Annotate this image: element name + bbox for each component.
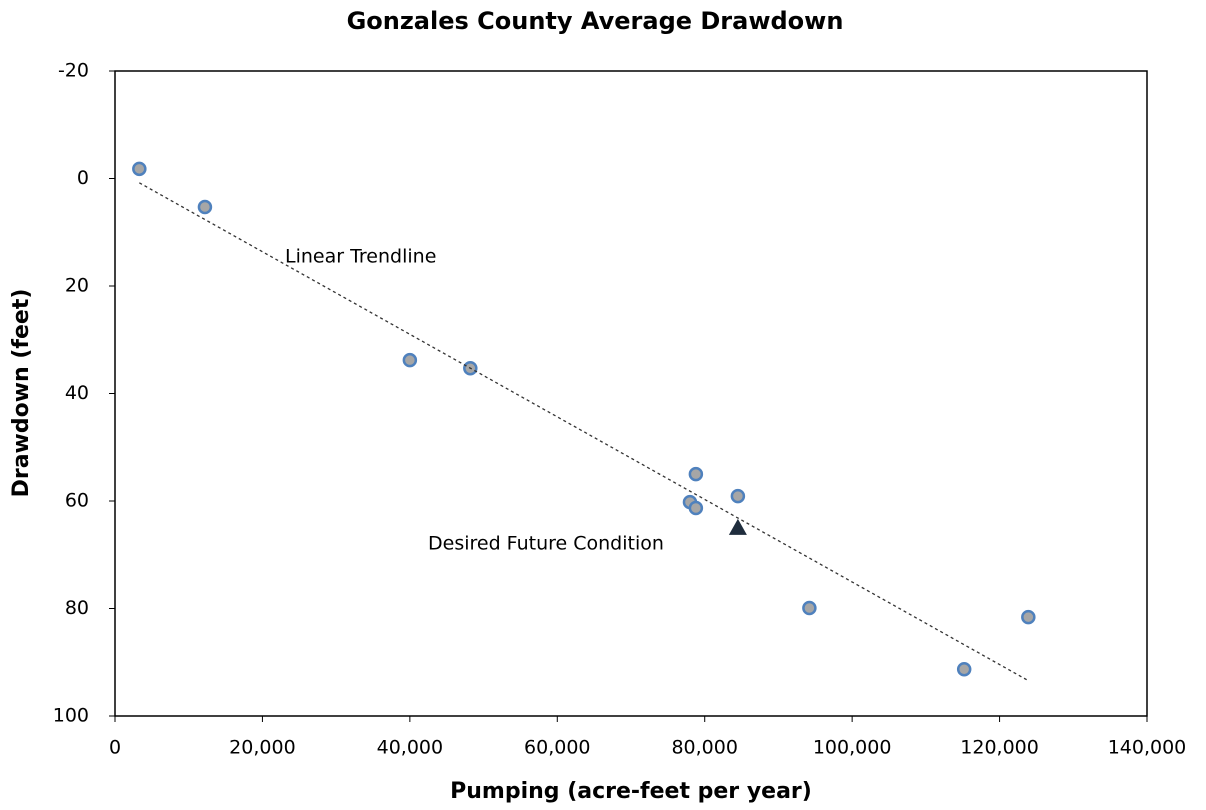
point (730, 488, 746, 504)
y-axis-label: Drawdown (feet) (9, 289, 34, 498)
point (688, 500, 704, 516)
point (1021, 609, 1036, 625)
point (132, 161, 147, 177)
x-tick-label: 60,000 (524, 737, 590, 759)
point (402, 352, 418, 368)
x-tick-label: 20,000 (229, 737, 295, 759)
point (956, 661, 972, 677)
x-tick-label: 80,000 (671, 737, 737, 759)
x-tick-label: 140,000 (1108, 737, 1187, 759)
x-axis-label: Pumping (acre-feet per year) (450, 779, 812, 804)
annotation: Linear Trendline (285, 246, 436, 268)
point (197, 199, 213, 215)
annotation: Desired Future Condition (428, 533, 664, 555)
y-tick-label: 40 (65, 382, 89, 404)
y-tick-label: 80 (65, 597, 89, 619)
trendline (139, 182, 1030, 682)
y-tick-label: -20 (58, 60, 89, 82)
x-tick-label: 40,000 (377, 737, 443, 759)
y-tick-label: 0 (77, 167, 89, 189)
point (802, 600, 817, 616)
y-tick-label: 20 (65, 275, 89, 297)
point (688, 466, 704, 482)
x-tick-label: 100,000 (813, 737, 892, 759)
x-tick-label: 120,000 (960, 737, 1039, 759)
chart-title: Gonzales County Average Drawdown (347, 7, 844, 35)
y-tick-label: 100 (53, 705, 89, 727)
x-tick-label: 0 (109, 737, 121, 759)
marker (728, 518, 747, 535)
y-tick-label: 60 (65, 490, 89, 512)
plot-frame (114, 70, 1148, 717)
